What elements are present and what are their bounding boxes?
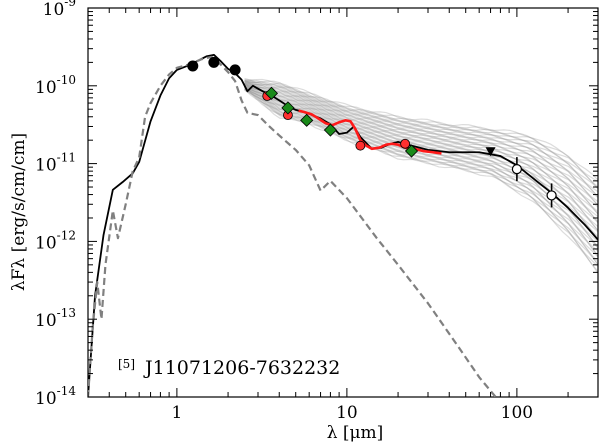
y-tick-label: 10-10 <box>35 73 76 98</box>
x-tick-label: 100 <box>501 403 533 423</box>
annotation-ref: [5] <box>118 357 135 371</box>
ensemble-line <box>244 85 598 257</box>
x-tick-label: 1 <box>171 403 182 423</box>
ensemble-line <box>244 82 598 232</box>
y-tick-exponent: -12 <box>57 228 76 242</box>
ensemble-line <box>244 79 598 190</box>
photometry-point-diamond <box>281 101 295 115</box>
ensemble-line <box>244 88 598 257</box>
y-axis-title: λFλ [erg/s/cm/cm] <box>9 133 29 291</box>
ensemble-line <box>244 87 598 240</box>
photometry-point-filled <box>187 60 199 72</box>
y-tick-label: 10-11 <box>35 151 76 176</box>
y-tick-exponent: -13 <box>57 306 76 320</box>
ensemble-line <box>244 82 598 215</box>
annotation: [5] J11071206-7632232 <box>118 355 340 379</box>
ensemble-line <box>244 83 598 206</box>
photometry-point-open <box>546 190 557 201</box>
ensemble-line <box>244 80 598 213</box>
ensemble-line <box>244 85 598 233</box>
photometry-point-diamond <box>323 123 337 137</box>
ensemble-line <box>244 82 598 218</box>
ensemble-line <box>244 86 598 252</box>
ensemble-line <box>244 88 598 258</box>
photometry-point-filled <box>208 56 220 68</box>
photometry-point-red <box>355 140 366 151</box>
plot-area-border <box>87 7 599 398</box>
ensemble-line <box>244 78 598 181</box>
ensemble-line <box>244 85 598 224</box>
markers-layer <box>187 56 557 208</box>
ensemble-line <box>244 79 598 193</box>
y-tick-mantissa: 10 <box>35 78 57 98</box>
upper-limit-marker <box>485 147 496 157</box>
axis-ticks <box>87 8 599 398</box>
ensemble-line <box>244 83 598 223</box>
photometry-point-open <box>511 163 522 175</box>
ensemble-line <box>244 84 598 240</box>
y-tick-mantissa: 10 <box>35 311 57 331</box>
ensemble-line <box>244 81 598 190</box>
x-tick-labels: 1 10 100 <box>171 403 533 423</box>
ensemble-line <box>244 78 598 197</box>
ensemble-line <box>244 77 598 188</box>
ensemble-line <box>244 81 598 198</box>
ensemble-line <box>244 82 598 198</box>
y-tick-label: 10-13 <box>35 306 76 331</box>
stellar-photosphere-line <box>88 55 497 397</box>
photometry-point-diamond <box>300 113 314 127</box>
ensemble-line <box>244 83 598 228</box>
y-tick-exponent: -14 <box>57 384 77 398</box>
annotation-name: J11071206-7632232 <box>143 357 340 379</box>
y-tick-mantissa: 10 <box>35 233 57 253</box>
y-tick-mantissa: 10 <box>35 156 57 176</box>
ensemble-line <box>244 82 598 208</box>
y-tick-label: 10-14 <box>35 384 76 409</box>
y-tick-exponent: -9 <box>64 0 76 9</box>
y-tick-label: 10-12 <box>35 228 76 253</box>
y-tick-mantissa: 10 <box>35 389 57 409</box>
y-tick-exponent: -11 <box>57 151 76 165</box>
photometry-point-filled <box>229 64 241 76</box>
y-tick-exponent: -10 <box>57 73 76 87</box>
ensemble-line <box>244 79 598 183</box>
model-sed-line <box>88 53 598 397</box>
photometry-point-red <box>400 138 411 149</box>
ensemble-line <box>244 84 598 215</box>
plot-frame <box>87 7 599 398</box>
y-tick-mantissa: 10 <box>43 0 65 20</box>
model-ensemble <box>244 77 598 274</box>
ensemble-line <box>244 85 598 232</box>
ensemble-line <box>244 81 598 222</box>
y-tick-label: 10-9 <box>43 0 76 20</box>
x-tick-label: 10 <box>336 403 358 423</box>
x-axis-title: λ [μm] <box>327 423 384 443</box>
photometry-point-diamond <box>264 86 279 100</box>
ensemble-line <box>244 80 598 206</box>
photometry-point-diamond <box>404 144 419 158</box>
ensemble-line <box>244 80 598 203</box>
